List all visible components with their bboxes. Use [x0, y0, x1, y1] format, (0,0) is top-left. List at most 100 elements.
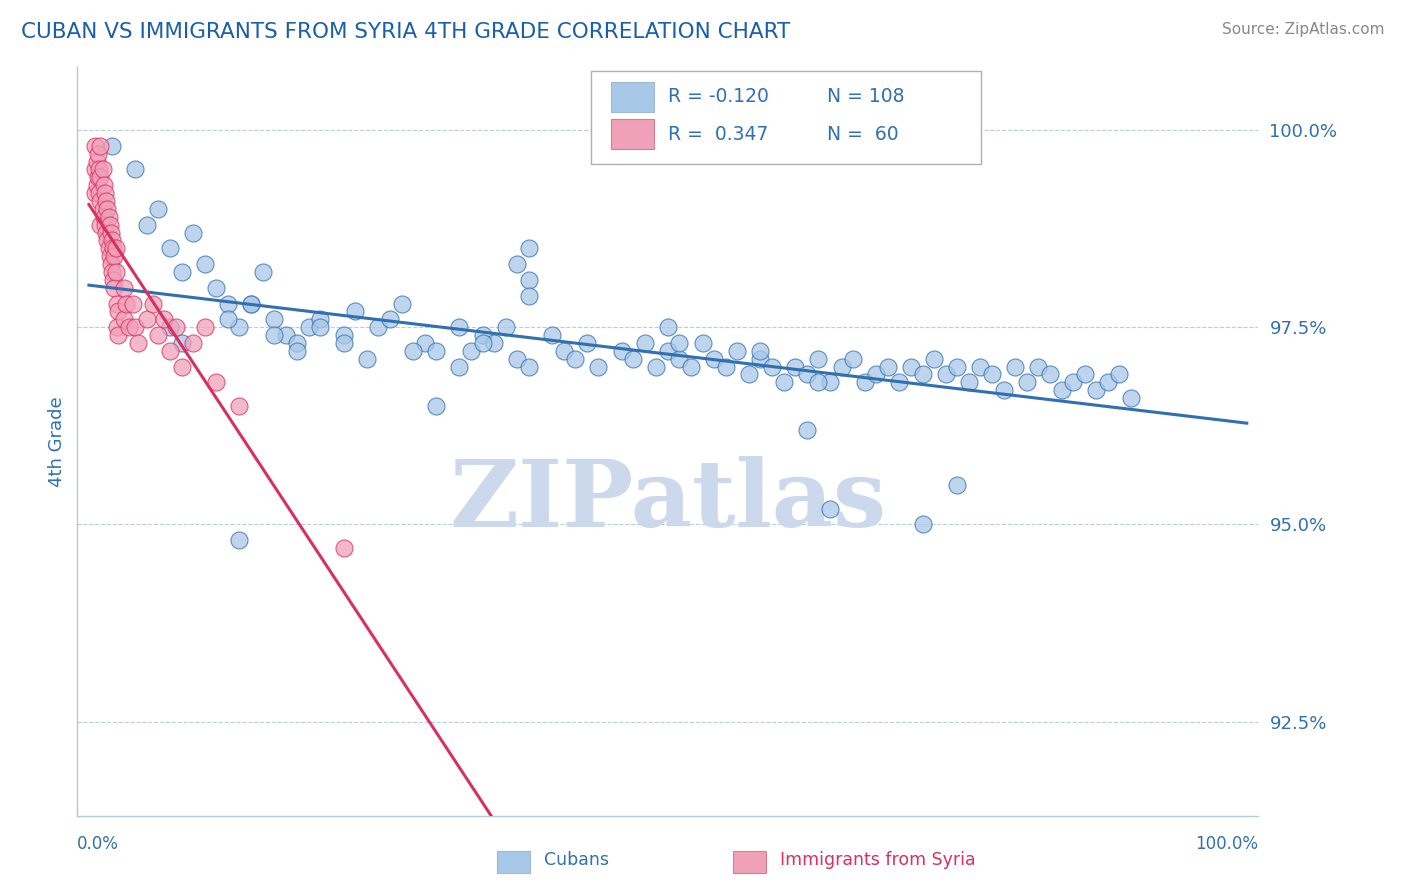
Point — [657, 343, 679, 358]
Point — [391, 296, 413, 310]
Point — [911, 368, 934, 382]
Point — [93, 210, 115, 224]
Point — [98, 218, 121, 232]
Point — [96, 234, 118, 248]
Point — [876, 359, 898, 374]
Point — [344, 304, 367, 318]
Point — [104, 241, 127, 255]
Point — [517, 288, 540, 302]
Text: R = -0.120: R = -0.120 — [668, 87, 769, 106]
Point — [159, 320, 181, 334]
Point — [1050, 384, 1073, 398]
Point — [796, 423, 818, 437]
Point — [610, 343, 633, 358]
Point — [135, 218, 157, 232]
Y-axis label: 4th Grade: 4th Grade — [48, 396, 66, 487]
Point — [668, 335, 690, 350]
Point — [217, 312, 239, 326]
Point — [87, 170, 110, 185]
Point — [935, 368, 957, 382]
Point — [796, 368, 818, 382]
Point — [1073, 368, 1095, 382]
Point — [865, 368, 887, 382]
Point — [98, 249, 121, 263]
Point — [309, 312, 332, 326]
Point — [981, 368, 1004, 382]
Point — [332, 335, 354, 350]
Point — [103, 241, 125, 255]
FancyBboxPatch shape — [496, 851, 530, 873]
Text: Source: ZipAtlas.com: Source: ZipAtlas.com — [1222, 22, 1385, 37]
Point — [124, 162, 146, 177]
Point — [107, 328, 129, 343]
Point — [105, 320, 128, 334]
Point — [285, 343, 308, 358]
Point — [725, 343, 748, 358]
Point — [135, 312, 157, 326]
Point — [969, 359, 991, 374]
Point — [471, 335, 494, 350]
Point — [831, 359, 853, 374]
Point — [228, 320, 250, 334]
Point — [170, 359, 193, 374]
Point — [165, 320, 187, 334]
Point — [553, 343, 575, 358]
Point — [761, 359, 783, 374]
Text: 0.0%: 0.0% — [77, 835, 120, 853]
Text: Immigrants from Syria: Immigrants from Syria — [780, 851, 976, 869]
Point — [1119, 391, 1142, 405]
Point — [263, 312, 285, 326]
Point — [87, 146, 110, 161]
Point — [1015, 376, 1038, 390]
Point — [285, 335, 308, 350]
Point — [105, 296, 128, 310]
Point — [517, 241, 540, 255]
Point — [228, 399, 250, 413]
Point — [103, 281, 125, 295]
Point — [94, 218, 117, 232]
Point — [309, 320, 332, 334]
Point — [97, 241, 120, 255]
Point — [103, 273, 125, 287]
Point — [148, 202, 170, 216]
Text: N =  60: N = 60 — [827, 125, 898, 144]
Point — [946, 359, 969, 374]
Point — [103, 249, 125, 263]
Point — [86, 154, 108, 169]
Point — [89, 162, 111, 177]
Point — [506, 351, 529, 366]
Point — [772, 376, 794, 390]
Point — [1108, 368, 1130, 382]
Point — [367, 320, 389, 334]
Point — [100, 257, 122, 271]
Point — [89, 186, 111, 200]
Point — [749, 351, 772, 366]
Point — [94, 186, 117, 200]
Point — [332, 328, 354, 343]
Point — [993, 384, 1015, 398]
Point — [1085, 384, 1108, 398]
Point — [1028, 359, 1050, 374]
Point — [692, 335, 714, 350]
Point — [89, 218, 111, 232]
Point — [517, 359, 540, 374]
Point — [83, 186, 105, 200]
Point — [413, 335, 436, 350]
Point — [89, 138, 111, 153]
Point — [170, 335, 193, 350]
Point — [460, 343, 482, 358]
Point — [240, 296, 263, 310]
Point — [1097, 376, 1119, 390]
Point — [807, 376, 830, 390]
Point — [842, 351, 865, 366]
Point — [170, 265, 193, 279]
Point — [957, 376, 980, 390]
Text: ZIPatlas: ZIPatlas — [450, 457, 886, 547]
Point — [853, 376, 876, 390]
Point — [100, 226, 122, 240]
Point — [911, 517, 934, 532]
Point — [471, 328, 494, 343]
Point — [115, 296, 138, 310]
Point — [104, 265, 127, 279]
Point — [1039, 368, 1062, 382]
